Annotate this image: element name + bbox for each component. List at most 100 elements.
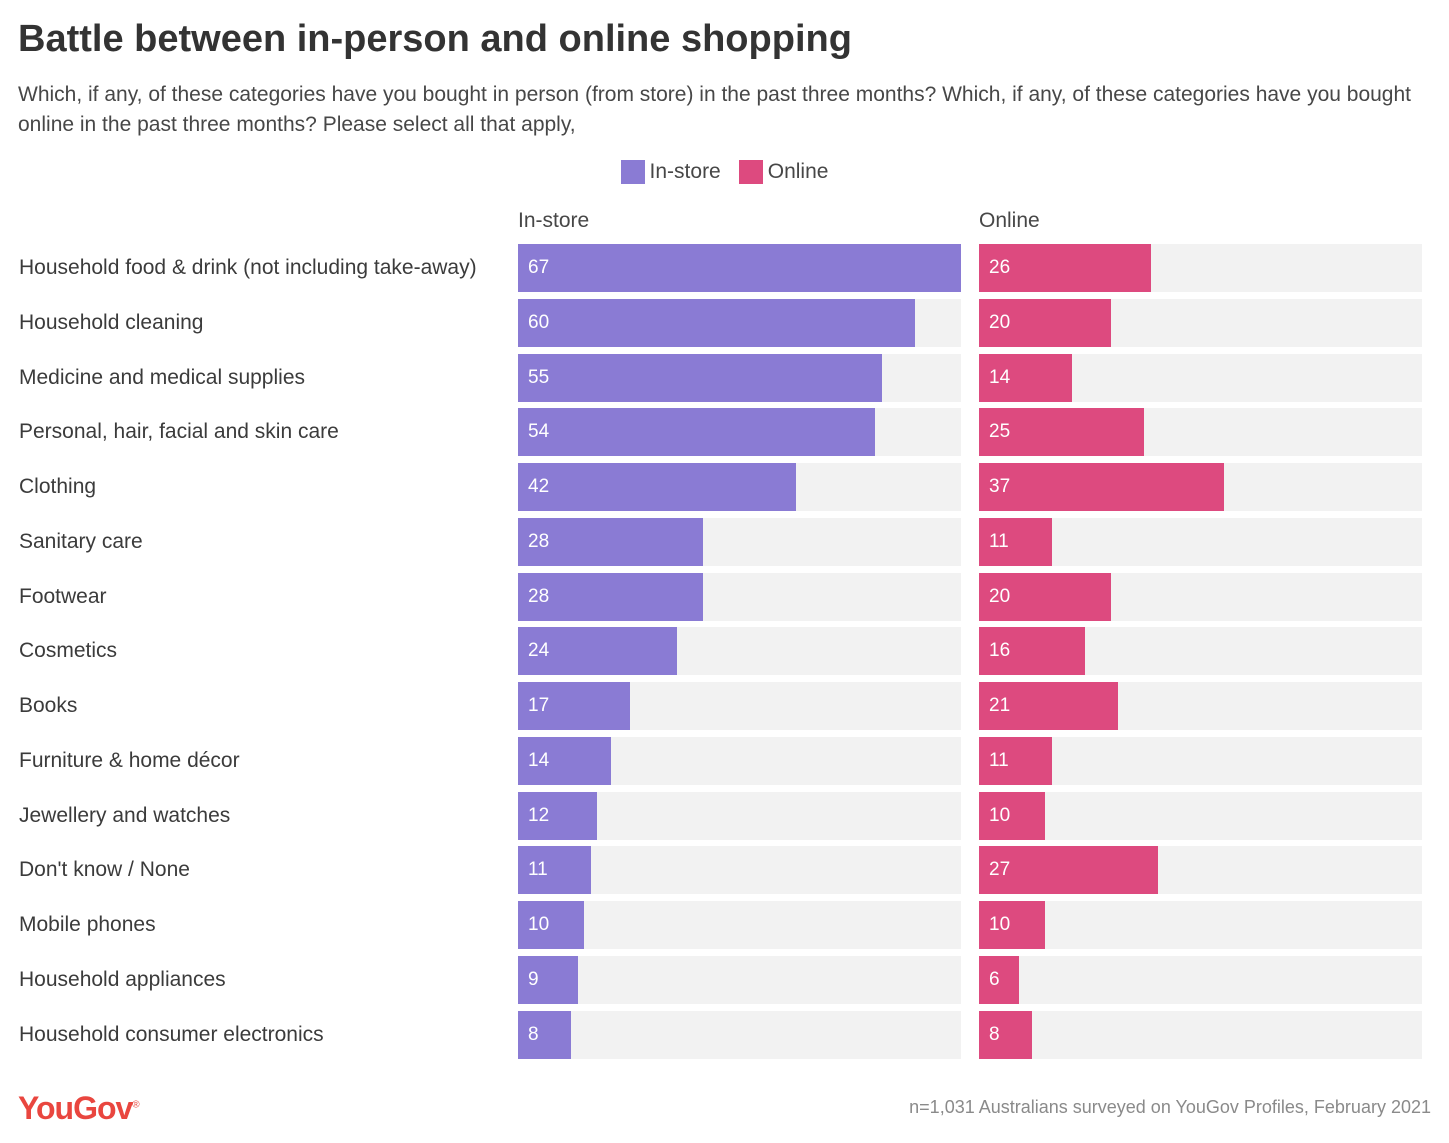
bar-track: 6 [979,955,1422,1004]
category-label: Mobile phones [19,913,156,936]
bar-online [979,955,1019,1004]
bar-instore [518,517,704,566]
bar-instore [518,791,598,840]
category-label: Books [19,694,78,717]
bar-track: 20 [979,572,1422,621]
bar-track: 55 [518,353,961,402]
data-label: 28 [528,530,550,552]
data-label: 10 [989,804,1011,826]
bar-online [979,682,1118,730]
yougov-logo: YouGov® [18,1090,140,1126]
bar-track: 8 [979,1010,1422,1059]
data-label: 10 [528,914,550,935]
category-label: Don't know / None [19,858,190,882]
bar-instore [518,353,882,402]
panel-label-instore: In-store [518,209,590,232]
bar-instore [518,572,704,621]
data-label: 14 [528,749,550,771]
data-label: 14 [989,366,1011,388]
data-label: 42 [528,476,550,497]
data-label: 17 [528,695,550,716]
bar-track: 42 [518,463,961,511]
data-label: 11 [989,749,1009,771]
bar-track: 16 [979,627,1422,676]
bar-track: 11 [979,517,1422,566]
bar-instore [518,298,915,347]
bar-track: 20 [979,298,1422,347]
bar-instore [518,1010,571,1059]
chart-subtitle: Which, if any, of these categories have … [18,83,1411,136]
logo-text: YouGov [18,1090,133,1126]
category-label: Jewellery and watches [19,803,231,827]
bar-online [979,244,1151,292]
bar-online [979,1010,1032,1059]
data-label: 25 [989,421,1011,443]
bar-track: 54 [518,408,961,457]
bar-online [979,846,1158,895]
bar-track: 9 [518,955,961,1004]
data-label: 24 [528,640,550,662]
data-label: 8 [528,1023,539,1045]
bar-online [979,408,1145,457]
bar-track: 14 [518,736,961,785]
bar-instore [518,955,578,1004]
category-label: Sanitary care [19,529,143,553]
data-label: 37 [989,476,1011,497]
bar-track: 24 [518,627,961,676]
bar-instore [518,736,611,785]
bar-instore [518,463,796,511]
legend: In-store Online [0,160,1449,184]
legend-label-instore: In-store [649,160,721,183]
data-label: 21 [989,695,1011,716]
data-label: 54 [528,421,550,443]
category-label: Footwear [19,584,107,608]
data-label: 67 [528,257,550,278]
bar-instore [518,244,961,292]
bar-online [979,572,1112,621]
data-label: 12 [528,804,550,826]
chart-title: Battle between in-person and online shop… [18,18,852,60]
bar-track: 21 [979,682,1422,730]
category-label: Personal, hair, facial and skin care [19,420,339,444]
data-label: 27 [989,859,1011,881]
bar-track: 11 [979,736,1422,785]
bar-instore [518,901,585,949]
category-label: Clothing [19,475,97,498]
data-label: 60 [528,311,550,333]
legend-item-instore: In-store [620,160,721,184]
bar-online [979,791,1046,840]
bar-track: 12 [518,791,961,840]
source-note: n=1,031 Australians surveyed on YouGov P… [909,1097,1431,1117]
bar-online [979,901,1046,949]
data-label: 20 [989,311,1011,333]
bar-online [979,353,1072,402]
bar-instore [518,682,631,730]
category-label: Household consumer electronics [19,1022,324,1046]
category-label: Furniture & home décor [19,748,240,772]
bar-track: 11 [518,846,961,895]
bar-track: 10 [518,901,961,949]
category-label: Household food & drink (not including ta… [19,256,477,279]
data-label: 9 [528,968,539,990]
legend-label-online: Online [767,160,829,183]
category-label: Cosmetics [19,639,118,663]
bar-track: 8 [518,1010,961,1059]
data-label: 11 [528,859,548,881]
category-label: Medicine and medical supplies [19,365,305,389]
data-label: 11 [989,530,1009,552]
data-label: 8 [989,1023,1000,1045]
legend-swatch-online [738,160,763,184]
bar-instore [518,846,591,895]
bar-track: 10 [979,901,1422,949]
data-label: 6 [989,968,1000,990]
bar-track: 26 [979,244,1422,292]
bar-track: 67 [518,244,961,292]
category-label: Household cleaning [19,310,204,334]
bar-online [979,517,1052,566]
data-label: 28 [528,585,550,607]
data-label: 55 [528,366,550,388]
category-label: Household appliances [19,967,226,991]
panel-label-online: Online [979,209,1040,232]
bar-track: 14 [979,353,1422,402]
bar-track: 28 [518,572,961,621]
